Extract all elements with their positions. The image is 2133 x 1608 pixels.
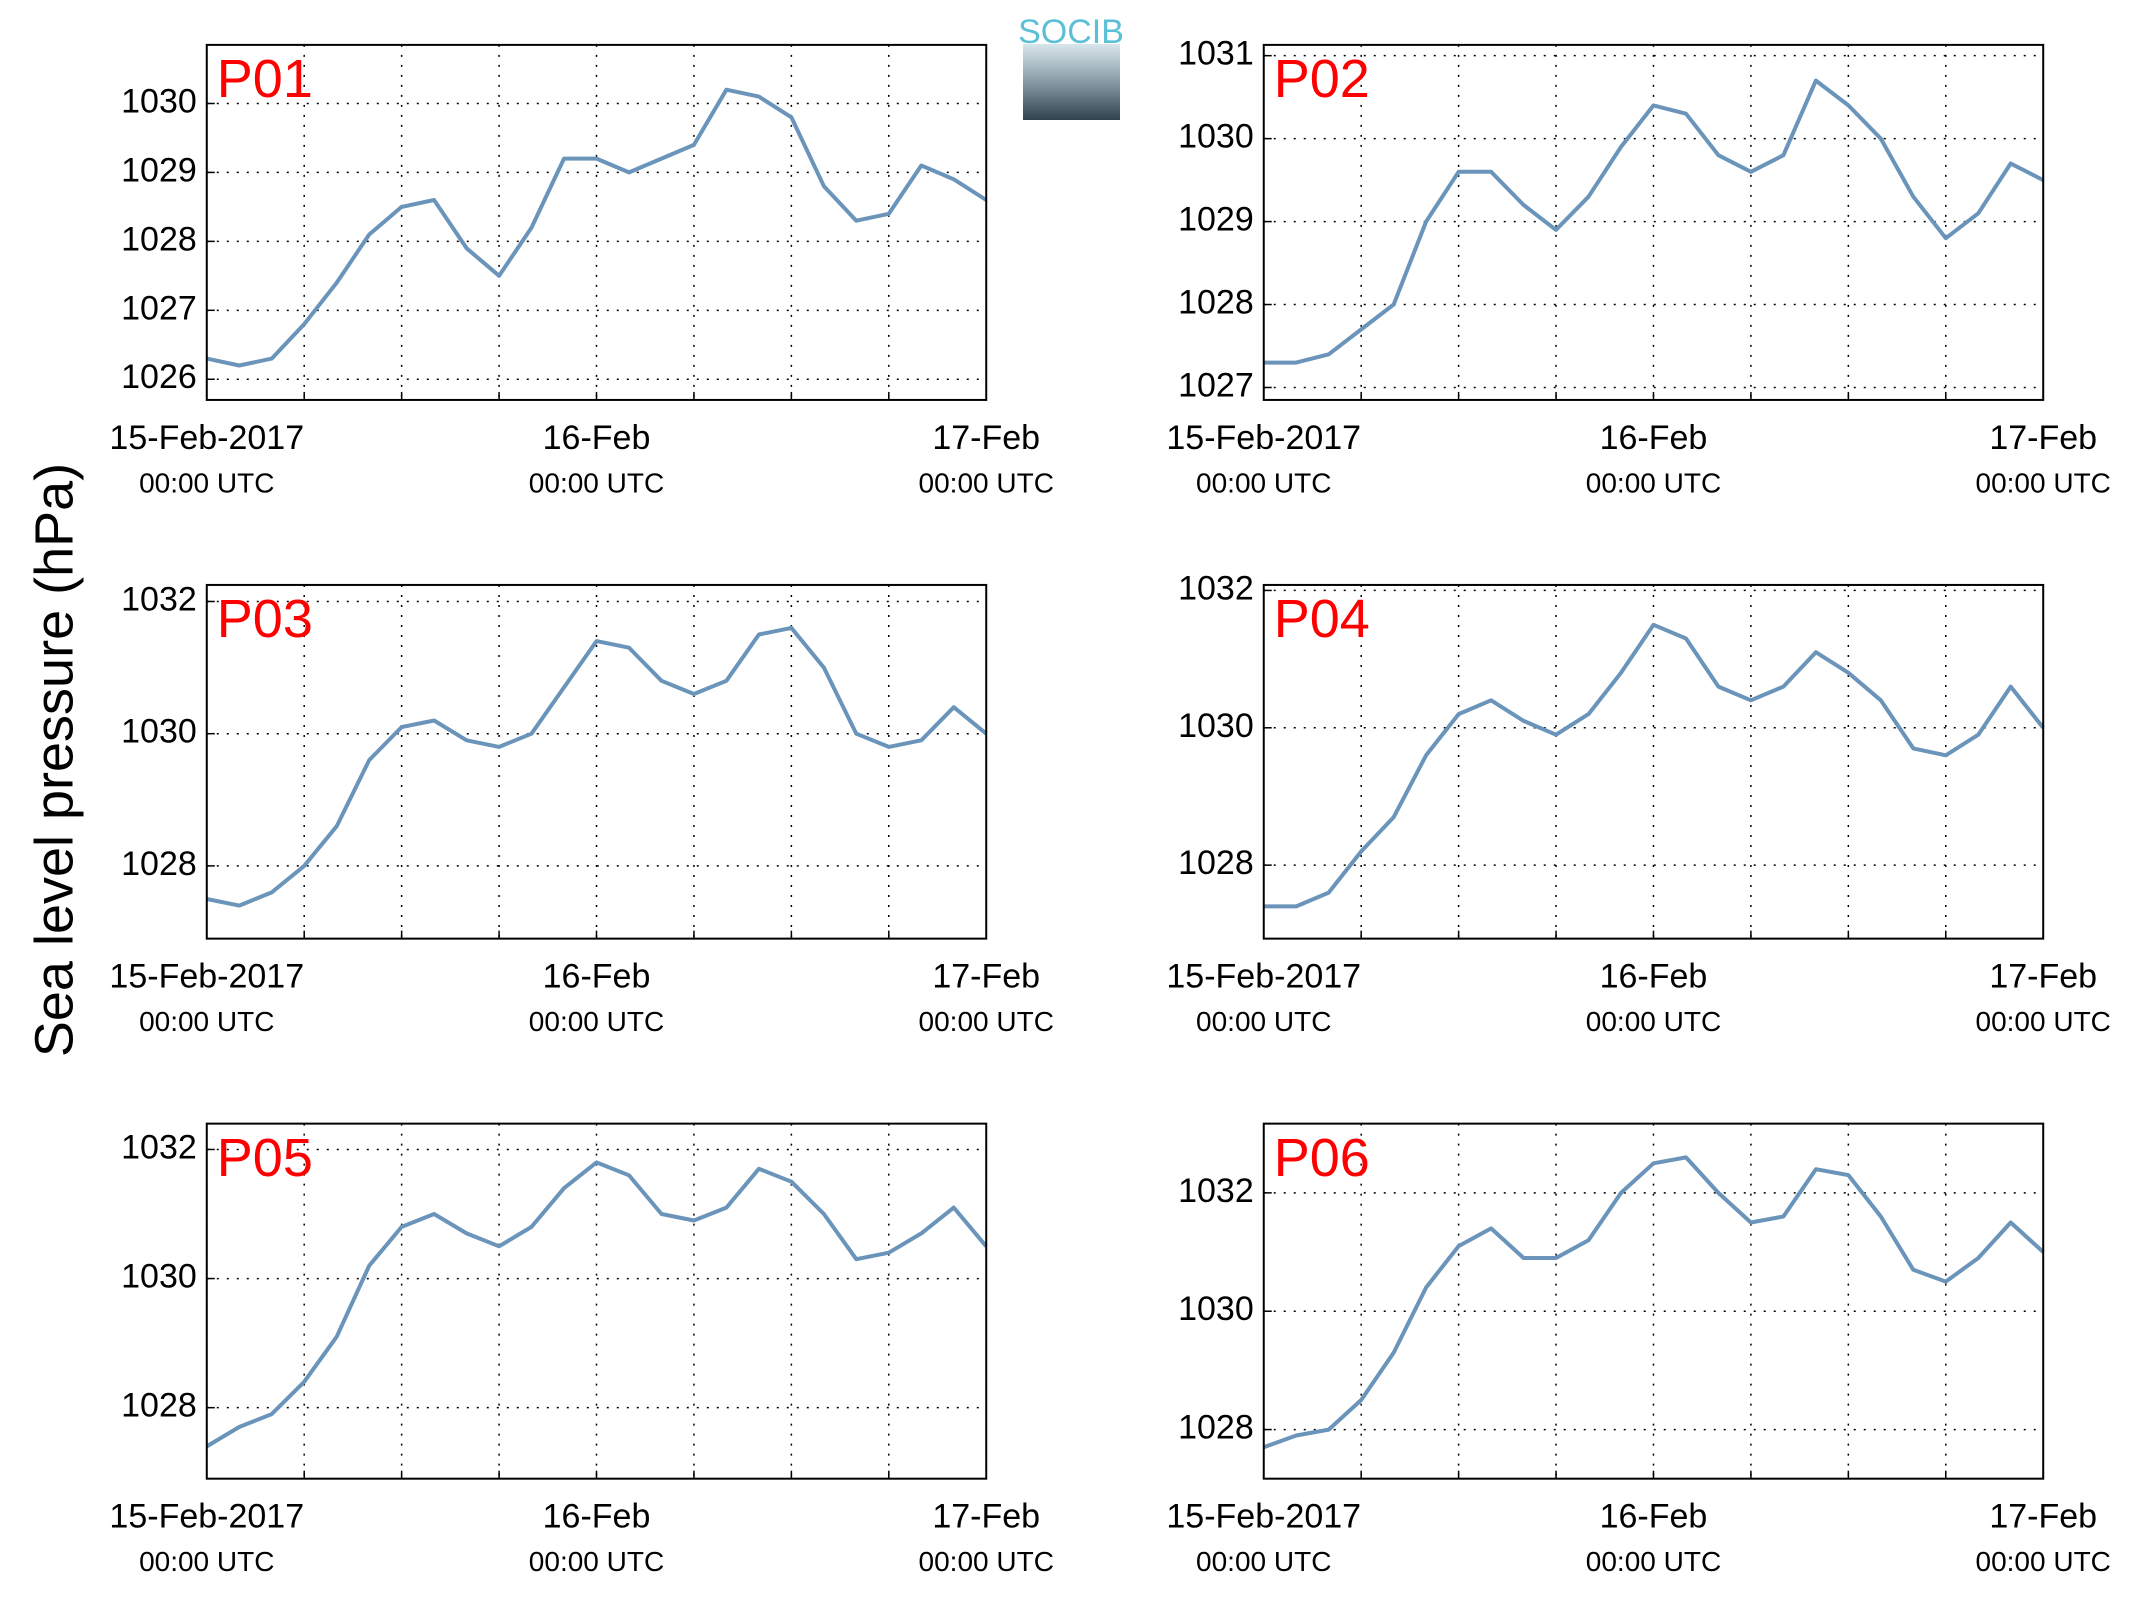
x-tick-sublabel: 00:00 UTC bbox=[139, 1546, 274, 1577]
y-tick-label: 1030 bbox=[1178, 118, 1254, 156]
x-tick-label: 16-Feb bbox=[1600, 1498, 1708, 1536]
y-tick-label: 1026 bbox=[121, 358, 197, 396]
logo-box bbox=[1023, 44, 1120, 120]
data-line bbox=[205, 1160, 988, 1449]
x-tick-label: 15-Feb-2017 bbox=[109, 958, 304, 996]
y-tick-label: 1032 bbox=[121, 1128, 197, 1166]
data-line bbox=[1263, 1155, 2045, 1450]
x-tick-label: 15-Feb-2017 bbox=[109, 419, 304, 457]
x-tick-sublabel: 00:00 UTC bbox=[529, 1546, 664, 1577]
x-tick-label: 16-Feb bbox=[543, 419, 651, 457]
x-tick-label: 15-Feb-2017 bbox=[1166, 1498, 1361, 1536]
x-tick-label: 17-Feb bbox=[932, 1498, 1040, 1536]
plot-frame bbox=[1262, 43, 2045, 401]
x-tick-sublabel: 00:00 UTC bbox=[1196, 467, 1331, 498]
y-tick-label: 1030 bbox=[121, 1258, 197, 1296]
x-tick-label: 17-Feb bbox=[932, 419, 1040, 457]
x-tick-sublabel: 00:00 UTC bbox=[1586, 1546, 1721, 1577]
x-tick-sublabel: 00:00 UTC bbox=[1196, 1546, 1331, 1577]
y-tick-label: 1028 bbox=[121, 220, 197, 258]
x-tick-sublabel: 00:00 UTC bbox=[1586, 1006, 1721, 1037]
x-tick-label: 17-Feb bbox=[1989, 958, 2097, 996]
y-tick-label: 1030 bbox=[1178, 1290, 1254, 1328]
y-tick-label: 1030 bbox=[1178, 707, 1254, 745]
y-tick-label: 1032 bbox=[1178, 1172, 1254, 1210]
y-tick-label: 1027 bbox=[121, 289, 197, 327]
x-tick-label: 17-Feb bbox=[1989, 419, 2097, 457]
y-tick-label: 1028 bbox=[121, 1387, 197, 1425]
y-tick-label: 1028 bbox=[1178, 284, 1254, 322]
panel-title: P06 bbox=[1274, 1128, 1370, 1188]
x-tick-label: 16-Feb bbox=[1600, 419, 1708, 457]
x-tick-sublabel: 00:00 UTC bbox=[1976, 1546, 2111, 1577]
y-axis-label: Sea level pressure (hPa) bbox=[24, 463, 84, 1057]
x-tick-sublabel: 00:00 UTC bbox=[1976, 467, 2111, 498]
y-tick-label: 1028 bbox=[1178, 1409, 1254, 1447]
plot-frame bbox=[205, 1122, 988, 1480]
x-tick-label: 16-Feb bbox=[543, 1498, 651, 1536]
y-tick-label: 1028 bbox=[121, 845, 197, 883]
panel-title: P02 bbox=[1274, 49, 1370, 109]
y-tick-label: 1029 bbox=[121, 151, 197, 189]
x-tick-sublabel: 00:00 UTC bbox=[529, 1006, 664, 1037]
x-tick-sublabel: 00:00 UTC bbox=[919, 1006, 1054, 1037]
y-tick-label: 1031 bbox=[1178, 35, 1254, 73]
x-tick-sublabel: 00:00 UTC bbox=[1586, 467, 1721, 498]
y-tick-label: 1027 bbox=[1178, 366, 1254, 404]
data-line bbox=[206, 87, 988, 368]
data-line bbox=[1263, 78, 2045, 365]
panel-title: P03 bbox=[217, 589, 313, 649]
y-tick-label: 1028 bbox=[1178, 844, 1254, 882]
x-tick-sublabel: 00:00 UTC bbox=[1196, 1006, 1331, 1037]
data-line bbox=[1263, 622, 2045, 909]
y-tick-label: 1029 bbox=[1178, 201, 1254, 239]
plot-frame bbox=[205, 43, 988, 401]
y-tick-label: 1032 bbox=[121, 580, 197, 618]
x-tick-label: 17-Feb bbox=[932, 958, 1040, 996]
plot-frame bbox=[205, 583, 988, 940]
x-tick-sublabel: 00:00 UTC bbox=[529, 467, 664, 498]
panel-title: P05 bbox=[217, 1128, 313, 1188]
x-tick-sublabel: 00:00 UTC bbox=[139, 1006, 274, 1037]
x-tick-sublabel: 00:00 UTC bbox=[139, 467, 274, 498]
y-tick-label: 1032 bbox=[1178, 569, 1254, 607]
plot-frame bbox=[1262, 583, 2045, 940]
x-tick-sublabel: 00:00 UTC bbox=[919, 467, 1054, 498]
x-tick-label: 15-Feb-2017 bbox=[1166, 958, 1361, 996]
data-line bbox=[206, 625, 988, 908]
x-tick-sublabel: 00:00 UTC bbox=[919, 1546, 1054, 1577]
plot-frame bbox=[1262, 1122, 2045, 1480]
panel-title: P04 bbox=[1274, 589, 1370, 649]
logo: SOCIB bbox=[1018, 13, 1124, 51]
y-tick-label: 1030 bbox=[121, 82, 197, 120]
x-tick-label: 15-Feb-2017 bbox=[1166, 419, 1361, 457]
x-tick-label: 16-Feb bbox=[543, 958, 651, 996]
x-tick-sublabel: 00:00 UTC bbox=[1976, 1006, 2111, 1037]
y-tick-label: 1030 bbox=[121, 713, 197, 751]
x-tick-label: 15-Feb-2017 bbox=[109, 1498, 304, 1536]
x-tick-label: 17-Feb bbox=[1989, 1498, 2097, 1536]
panel-title: P01 bbox=[217, 49, 313, 109]
x-tick-label: 16-Feb bbox=[1600, 958, 1708, 996]
